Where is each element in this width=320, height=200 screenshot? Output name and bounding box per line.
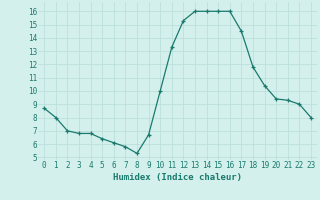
X-axis label: Humidex (Indice chaleur): Humidex (Indice chaleur) — [113, 173, 242, 182]
